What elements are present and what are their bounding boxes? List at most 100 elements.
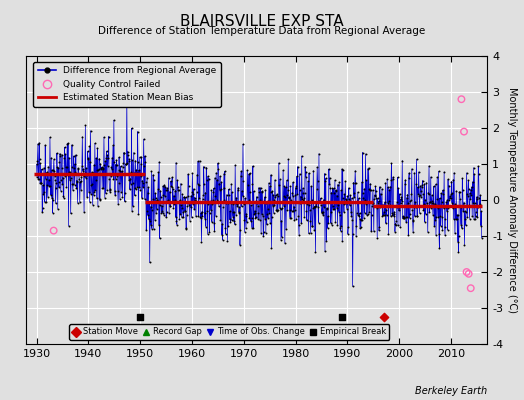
Point xyxy=(34,141,42,147)
Point xyxy=(43,169,51,175)
Point xyxy=(65,155,73,161)
Point xyxy=(176,211,184,218)
Point xyxy=(99,185,107,192)
Point xyxy=(391,228,399,235)
Point xyxy=(432,214,441,220)
Point xyxy=(99,166,107,173)
Point xyxy=(454,212,462,218)
Point xyxy=(99,165,107,172)
Point xyxy=(104,163,112,169)
Point xyxy=(155,159,163,165)
Point xyxy=(436,213,444,219)
Text: BLAIRSVILLE EXP STA: BLAIRSVILLE EXP STA xyxy=(180,14,344,29)
Point xyxy=(106,172,115,179)
Point xyxy=(138,195,146,201)
Point xyxy=(144,212,152,218)
Point xyxy=(151,217,159,223)
Point xyxy=(345,202,354,208)
Point xyxy=(425,209,434,216)
Point xyxy=(55,184,63,191)
Point xyxy=(203,231,212,237)
Point xyxy=(472,209,481,216)
Point xyxy=(391,222,400,228)
Point xyxy=(338,238,346,244)
Point xyxy=(63,172,72,178)
Point xyxy=(314,204,322,210)
Point xyxy=(117,168,126,174)
Point xyxy=(231,221,239,228)
Point xyxy=(453,212,461,218)
Point xyxy=(173,177,181,183)
Point xyxy=(277,218,286,224)
Point xyxy=(429,212,437,218)
Point xyxy=(62,164,70,170)
Point xyxy=(45,183,53,189)
Point xyxy=(104,155,113,161)
Point xyxy=(206,198,215,204)
Point xyxy=(70,153,78,159)
Point xyxy=(199,192,208,199)
Point xyxy=(283,192,291,199)
Point xyxy=(352,180,360,186)
Point xyxy=(348,217,356,223)
Point xyxy=(140,163,148,169)
Point xyxy=(449,205,457,211)
Point xyxy=(346,198,354,205)
Point xyxy=(136,154,144,160)
Point xyxy=(36,180,44,186)
Point xyxy=(148,225,156,232)
Point xyxy=(464,192,472,199)
Point xyxy=(439,191,447,198)
Point xyxy=(468,213,476,220)
Point xyxy=(344,231,352,237)
Point xyxy=(385,187,394,193)
Point xyxy=(119,150,128,156)
Point xyxy=(123,160,132,166)
Point xyxy=(189,201,197,207)
Point xyxy=(383,212,391,218)
Point xyxy=(149,172,157,178)
Point xyxy=(410,170,419,176)
Point xyxy=(223,199,231,206)
Point xyxy=(239,178,247,184)
Point xyxy=(37,180,45,186)
Point xyxy=(435,230,443,237)
Point xyxy=(294,222,303,228)
Point xyxy=(257,188,266,195)
Point xyxy=(352,233,361,240)
Point xyxy=(341,199,349,206)
Point xyxy=(315,198,323,204)
Point xyxy=(292,182,301,189)
Point xyxy=(457,203,466,210)
Point xyxy=(388,210,396,216)
Point xyxy=(434,168,443,174)
Point xyxy=(66,169,74,176)
Point xyxy=(107,166,116,172)
Point xyxy=(354,195,363,202)
Point xyxy=(235,209,243,216)
Point xyxy=(91,186,100,193)
Point xyxy=(475,202,484,209)
Point xyxy=(156,188,165,194)
Point xyxy=(280,183,289,190)
Point xyxy=(232,194,241,201)
Point xyxy=(340,200,348,207)
Point xyxy=(60,194,68,201)
Point xyxy=(47,154,56,161)
Point xyxy=(210,227,219,234)
Point xyxy=(115,167,124,173)
Point xyxy=(451,230,459,236)
Point xyxy=(209,189,217,195)
Point xyxy=(133,184,141,190)
Point xyxy=(278,198,287,205)
Point xyxy=(281,184,290,190)
Point xyxy=(329,203,337,210)
Point xyxy=(289,208,298,214)
Point xyxy=(446,193,454,199)
Point xyxy=(148,207,157,213)
Point xyxy=(90,189,99,196)
Point xyxy=(298,153,306,159)
Point xyxy=(419,206,428,213)
Point xyxy=(347,209,355,215)
Point xyxy=(418,181,427,188)
